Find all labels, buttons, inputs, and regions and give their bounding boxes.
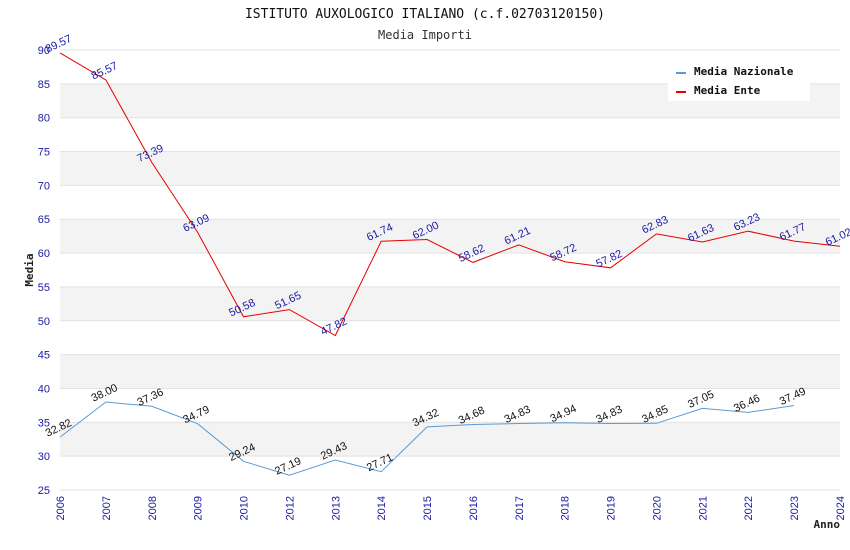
x-axis-ticks: 2006 2007 2008 2009 2010 2012 2013 2014 2015 2016… bbox=[55, 496, 847, 520]
legend-label-nazionale: Media Nazionale bbox=[694, 65, 794, 78]
y-tick-label: 80 bbox=[38, 113, 50, 125]
x-tick-label: 2012 bbox=[284, 496, 296, 520]
chart-title: ISTITUTO AUXOLOGICO ITALIANO (c.f.027031… bbox=[245, 7, 605, 22]
x-tick-label: 2021 bbox=[697, 496, 709, 520]
y-tick-label: 25 bbox=[38, 485, 50, 497]
y-tick-label: 85 bbox=[38, 79, 50, 91]
x-tick-label: 2013 bbox=[330, 496, 342, 520]
data-label: 37.05 bbox=[686, 388, 716, 411]
y-tick-label: 30 bbox=[38, 451, 50, 463]
series-lines bbox=[59, 52, 841, 476]
chart-subtitle: Media Importi bbox=[378, 28, 472, 42]
series-line-ente bbox=[59, 52, 841, 337]
legend-box bbox=[668, 60, 810, 101]
x-axis-label: Anno bbox=[814, 518, 841, 531]
x-tick-label: 2008 bbox=[147, 496, 159, 520]
y-tick-label: 65 bbox=[38, 214, 50, 226]
x-tick-label: 2022 bbox=[743, 496, 755, 520]
x-tick-label: 2024 bbox=[835, 496, 847, 520]
y-tick-label: 35 bbox=[38, 417, 50, 429]
y-tick-label: 75 bbox=[38, 147, 50, 159]
data-label: 37.36 bbox=[135, 386, 165, 409]
x-tick-label: 2009 bbox=[193, 496, 205, 520]
x-tick-label: 2015 bbox=[422, 496, 434, 520]
x-tick-label: 2007 bbox=[101, 496, 113, 520]
x-tick-label: 2018 bbox=[560, 496, 572, 520]
x-tick-label: 2010 bbox=[239, 496, 251, 520]
y-tick-label: 45 bbox=[38, 350, 50, 362]
series-line-nazionale bbox=[59, 401, 795, 476]
y-axis-label: Media bbox=[23, 253, 36, 286]
y-axis-ticks: 25 30 35 40 45 50 55 60 65 70 75 80 85 90 bbox=[38, 45, 50, 497]
grid-lines bbox=[60, 49, 840, 491]
x-tick-label: 2014 bbox=[376, 496, 388, 520]
data-label: 36.46 bbox=[732, 392, 762, 415]
y-tick-label: 50 bbox=[38, 316, 50, 328]
y-tick-label: 55 bbox=[38, 282, 50, 294]
grid-band bbox=[60, 354, 840, 389]
grid-band bbox=[60, 286, 840, 321]
x-tick-label: 2017 bbox=[514, 496, 526, 520]
y-tick-label: 70 bbox=[38, 180, 50, 192]
grid-bands bbox=[60, 83, 840, 457]
y-tick-label: 40 bbox=[38, 383, 50, 395]
grid-band bbox=[60, 422, 840, 457]
legend-label-ente: Media Ente bbox=[694, 84, 761, 97]
legend: Media Nazionale Media Ente bbox=[668, 60, 810, 101]
grid-band bbox=[60, 151, 840, 186]
x-tick-label: 2006 bbox=[55, 496, 67, 520]
y-tick-label: 60 bbox=[38, 248, 50, 260]
x-tick-label: 2016 bbox=[468, 496, 480, 520]
grid-band bbox=[60, 219, 840, 254]
x-tick-label: 2020 bbox=[651, 496, 663, 520]
data-label: 89.57 bbox=[44, 33, 74, 56]
x-tick-label: 2019 bbox=[606, 496, 618, 520]
x-tick-label: 2023 bbox=[789, 496, 801, 520]
y-tick-label: 90 bbox=[38, 45, 50, 57]
